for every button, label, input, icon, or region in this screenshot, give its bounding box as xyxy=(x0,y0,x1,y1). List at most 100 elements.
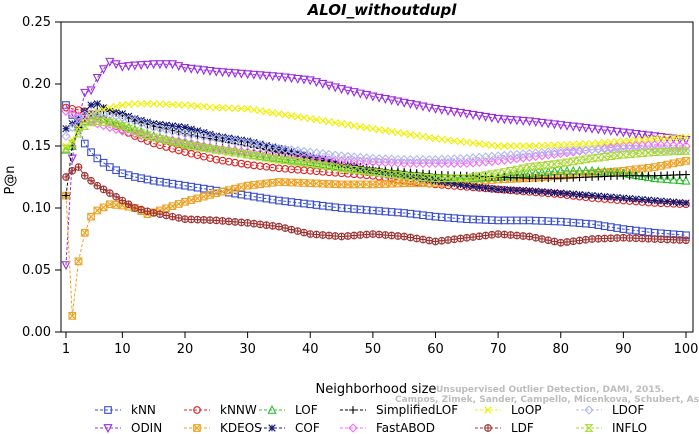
x-tick-label: 50 xyxy=(365,342,382,357)
data-point xyxy=(356,122,365,131)
data-point xyxy=(112,192,120,201)
data-point xyxy=(131,204,139,212)
data-point xyxy=(236,149,246,158)
data-point xyxy=(455,108,466,118)
data-point xyxy=(637,130,647,140)
data-point xyxy=(250,106,258,114)
data-point xyxy=(455,158,466,169)
data-point xyxy=(594,139,603,147)
data-point xyxy=(362,123,371,132)
data-point xyxy=(419,175,427,183)
data-point xyxy=(62,124,70,133)
data-point xyxy=(256,107,264,115)
data-point xyxy=(186,129,196,140)
legend-label: INFLO xyxy=(612,421,647,434)
data-point xyxy=(205,132,215,143)
data-point xyxy=(181,123,189,132)
data-point xyxy=(268,424,276,432)
data-point xyxy=(62,142,70,150)
data-point xyxy=(456,180,465,189)
data-point xyxy=(131,100,139,108)
data-point xyxy=(675,158,684,166)
data-point xyxy=(162,143,171,151)
data-point xyxy=(237,104,246,113)
data-point xyxy=(311,148,322,158)
data-point xyxy=(625,136,634,145)
data-point xyxy=(261,141,272,152)
data-point xyxy=(168,122,177,130)
data-point xyxy=(250,181,258,189)
data-point xyxy=(224,147,234,156)
data-point xyxy=(111,111,121,121)
y-axis-label: P@n xyxy=(3,165,18,194)
data-point xyxy=(681,175,691,185)
data-point xyxy=(168,202,177,210)
data-point xyxy=(112,166,120,175)
data-point xyxy=(400,129,408,138)
data-point xyxy=(268,222,277,230)
data-point xyxy=(230,69,240,79)
data-point xyxy=(368,92,378,102)
data-point xyxy=(657,235,665,244)
data-point xyxy=(180,128,190,139)
data-point xyxy=(186,64,196,74)
series-loop xyxy=(62,100,690,150)
data-point xyxy=(469,182,477,191)
data-point xyxy=(543,119,553,129)
data-point xyxy=(287,225,296,234)
data-point xyxy=(549,120,560,130)
data-point xyxy=(181,197,189,206)
data-point xyxy=(242,150,253,159)
data-point xyxy=(237,183,246,192)
data-point xyxy=(324,81,334,91)
data-point xyxy=(538,141,546,150)
x-tick-label: 70 xyxy=(490,342,507,357)
data-point xyxy=(256,220,264,229)
data-point xyxy=(494,185,502,194)
data-point xyxy=(657,134,665,143)
data-point xyxy=(456,137,465,146)
data-point xyxy=(600,234,609,243)
data-point xyxy=(556,121,566,131)
data-point xyxy=(374,157,384,168)
data-point xyxy=(123,114,134,125)
data-point xyxy=(574,156,585,165)
data-point xyxy=(143,207,152,216)
data-point xyxy=(462,174,472,183)
data-point xyxy=(243,219,252,227)
data-point xyxy=(211,145,221,154)
data-point xyxy=(117,112,128,123)
data-point xyxy=(162,204,171,213)
legend-item-ldof: LDOF xyxy=(576,403,644,417)
data-point xyxy=(632,136,640,144)
data-point xyxy=(593,153,603,162)
data-point xyxy=(550,141,559,149)
data-point xyxy=(588,191,596,200)
data-point xyxy=(324,149,334,160)
data-point xyxy=(312,230,321,239)
data-point xyxy=(575,140,584,148)
data-point xyxy=(262,179,271,188)
data-point xyxy=(206,216,214,225)
data-point xyxy=(584,405,594,415)
data-point xyxy=(243,105,252,113)
data-point xyxy=(393,171,403,179)
data-point xyxy=(255,152,265,161)
data-point xyxy=(444,236,452,244)
data-point xyxy=(193,406,201,414)
data-point xyxy=(607,138,615,146)
data-point xyxy=(650,173,660,183)
data-point xyxy=(106,103,114,112)
data-point xyxy=(682,133,690,142)
data-point xyxy=(93,181,102,190)
data-point xyxy=(306,230,315,238)
data-point xyxy=(381,231,390,239)
data-point xyxy=(174,139,184,148)
data-point xyxy=(668,140,679,151)
data-point xyxy=(349,165,359,174)
data-point xyxy=(286,145,297,155)
data-point xyxy=(274,143,284,154)
data-point xyxy=(249,139,259,150)
data-point xyxy=(331,232,340,240)
data-point xyxy=(237,218,246,227)
